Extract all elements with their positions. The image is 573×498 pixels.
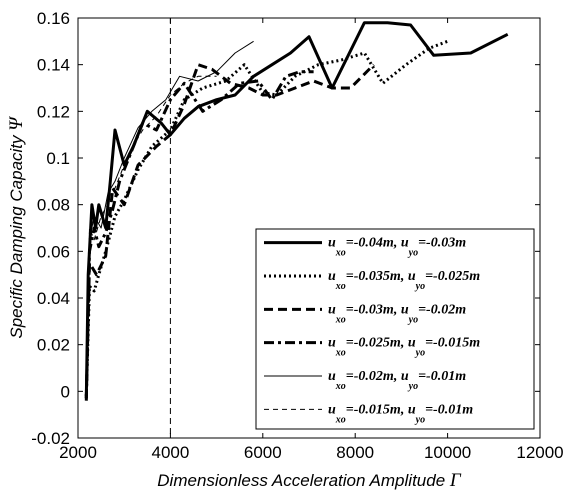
legend: uxo=-0.04m, uyo=-0.03m uxo=-0.035m, uyo=-… [255, 228, 535, 430]
y-tick-label: 0 [61, 382, 70, 401]
y-tick-label: 0.06 [37, 242, 70, 261]
legend-label: uxo=-0.02m, uyo=-0.01m [328, 369, 466, 392]
legend-item-1: uxo=-0.04m, uyo=-0.03m [264, 236, 466, 259]
legend-item-5: uxo=-0.02m, uyo=-0.01m [264, 369, 466, 392]
x-tick-label: 12000 [516, 443, 563, 462]
axis-ticks: 2000 4000 6000 8000 10000 12000 -0.02 0 0.02 0.04… [31, 9, 563, 462]
y-axis-title: Specific Damping Capacity Ψ [6, 116, 27, 339]
y-tick-label: -0.02 [31, 429, 70, 448]
series-line-2 [84, 39, 449, 397]
legend-label: uxo=-0.025m, uyo=-0.015m [328, 336, 480, 359]
series-line-5 [85, 40, 254, 394]
x-axis-symbol: Γ [449, 470, 462, 491]
legend-label: uxo=-0.015m, uyo=-0.01m [328, 402, 473, 425]
x-tick-label: 4000 [151, 443, 189, 462]
series-line-6 [85, 75, 217, 397]
y-tick-label: 0.12 [37, 102, 70, 121]
y-tick-label: 0.1 [46, 149, 70, 168]
x-tick-label: 8000 [336, 443, 374, 462]
plot-area [77, 17, 541, 439]
x-axis-title: Dimensionless Acceleration Amplitude Γ [157, 470, 462, 491]
x-tick-label: 10000 [424, 443, 471, 462]
legend-box [255, 228, 535, 430]
legend-label: uxo=-0.03m, uyo=-0.02m [328, 302, 466, 325]
series-line-4 [84, 70, 314, 401]
y-tick-label: 0.16 [37, 9, 70, 28]
legend-label: uxo=-0.04m, uyo=-0.03m [328, 236, 466, 259]
legend-label: uxo=-0.035m, uyo=-0.025m [328, 269, 480, 292]
legend-item-2: uxo=-0.035m, uyo=-0.025m [264, 269, 480, 292]
x-tick-label: 2000 [59, 443, 97, 462]
legend-item-6: uxo=-0.015m, uyo=-0.01m [264, 402, 473, 425]
legend-item-3: uxo=-0.03m, uyo=-0.02m [264, 302, 466, 325]
x-axis-title-text: Dimensionless Acceleration Amplitude [157, 471, 445, 490]
y-tick-label: 0.14 [37, 56, 70, 75]
series-line-1 [84, 21, 509, 399]
y-tick-label: 0.02 [37, 336, 70, 355]
x-tick-label: 6000 [244, 443, 282, 462]
y-axis-title-text: Specific Damping Capacity [7, 134, 26, 339]
series-layer [84, 21, 509, 401]
y-axis-symbol: Ψ [6, 116, 27, 131]
series-line-3 [84, 63, 375, 399]
legend-item-4: uxo=-0.025m, uyo=-0.015m [264, 336, 480, 359]
y-tick-label: 0.04 [37, 289, 70, 308]
y-tick-label: 0.08 [37, 196, 70, 215]
